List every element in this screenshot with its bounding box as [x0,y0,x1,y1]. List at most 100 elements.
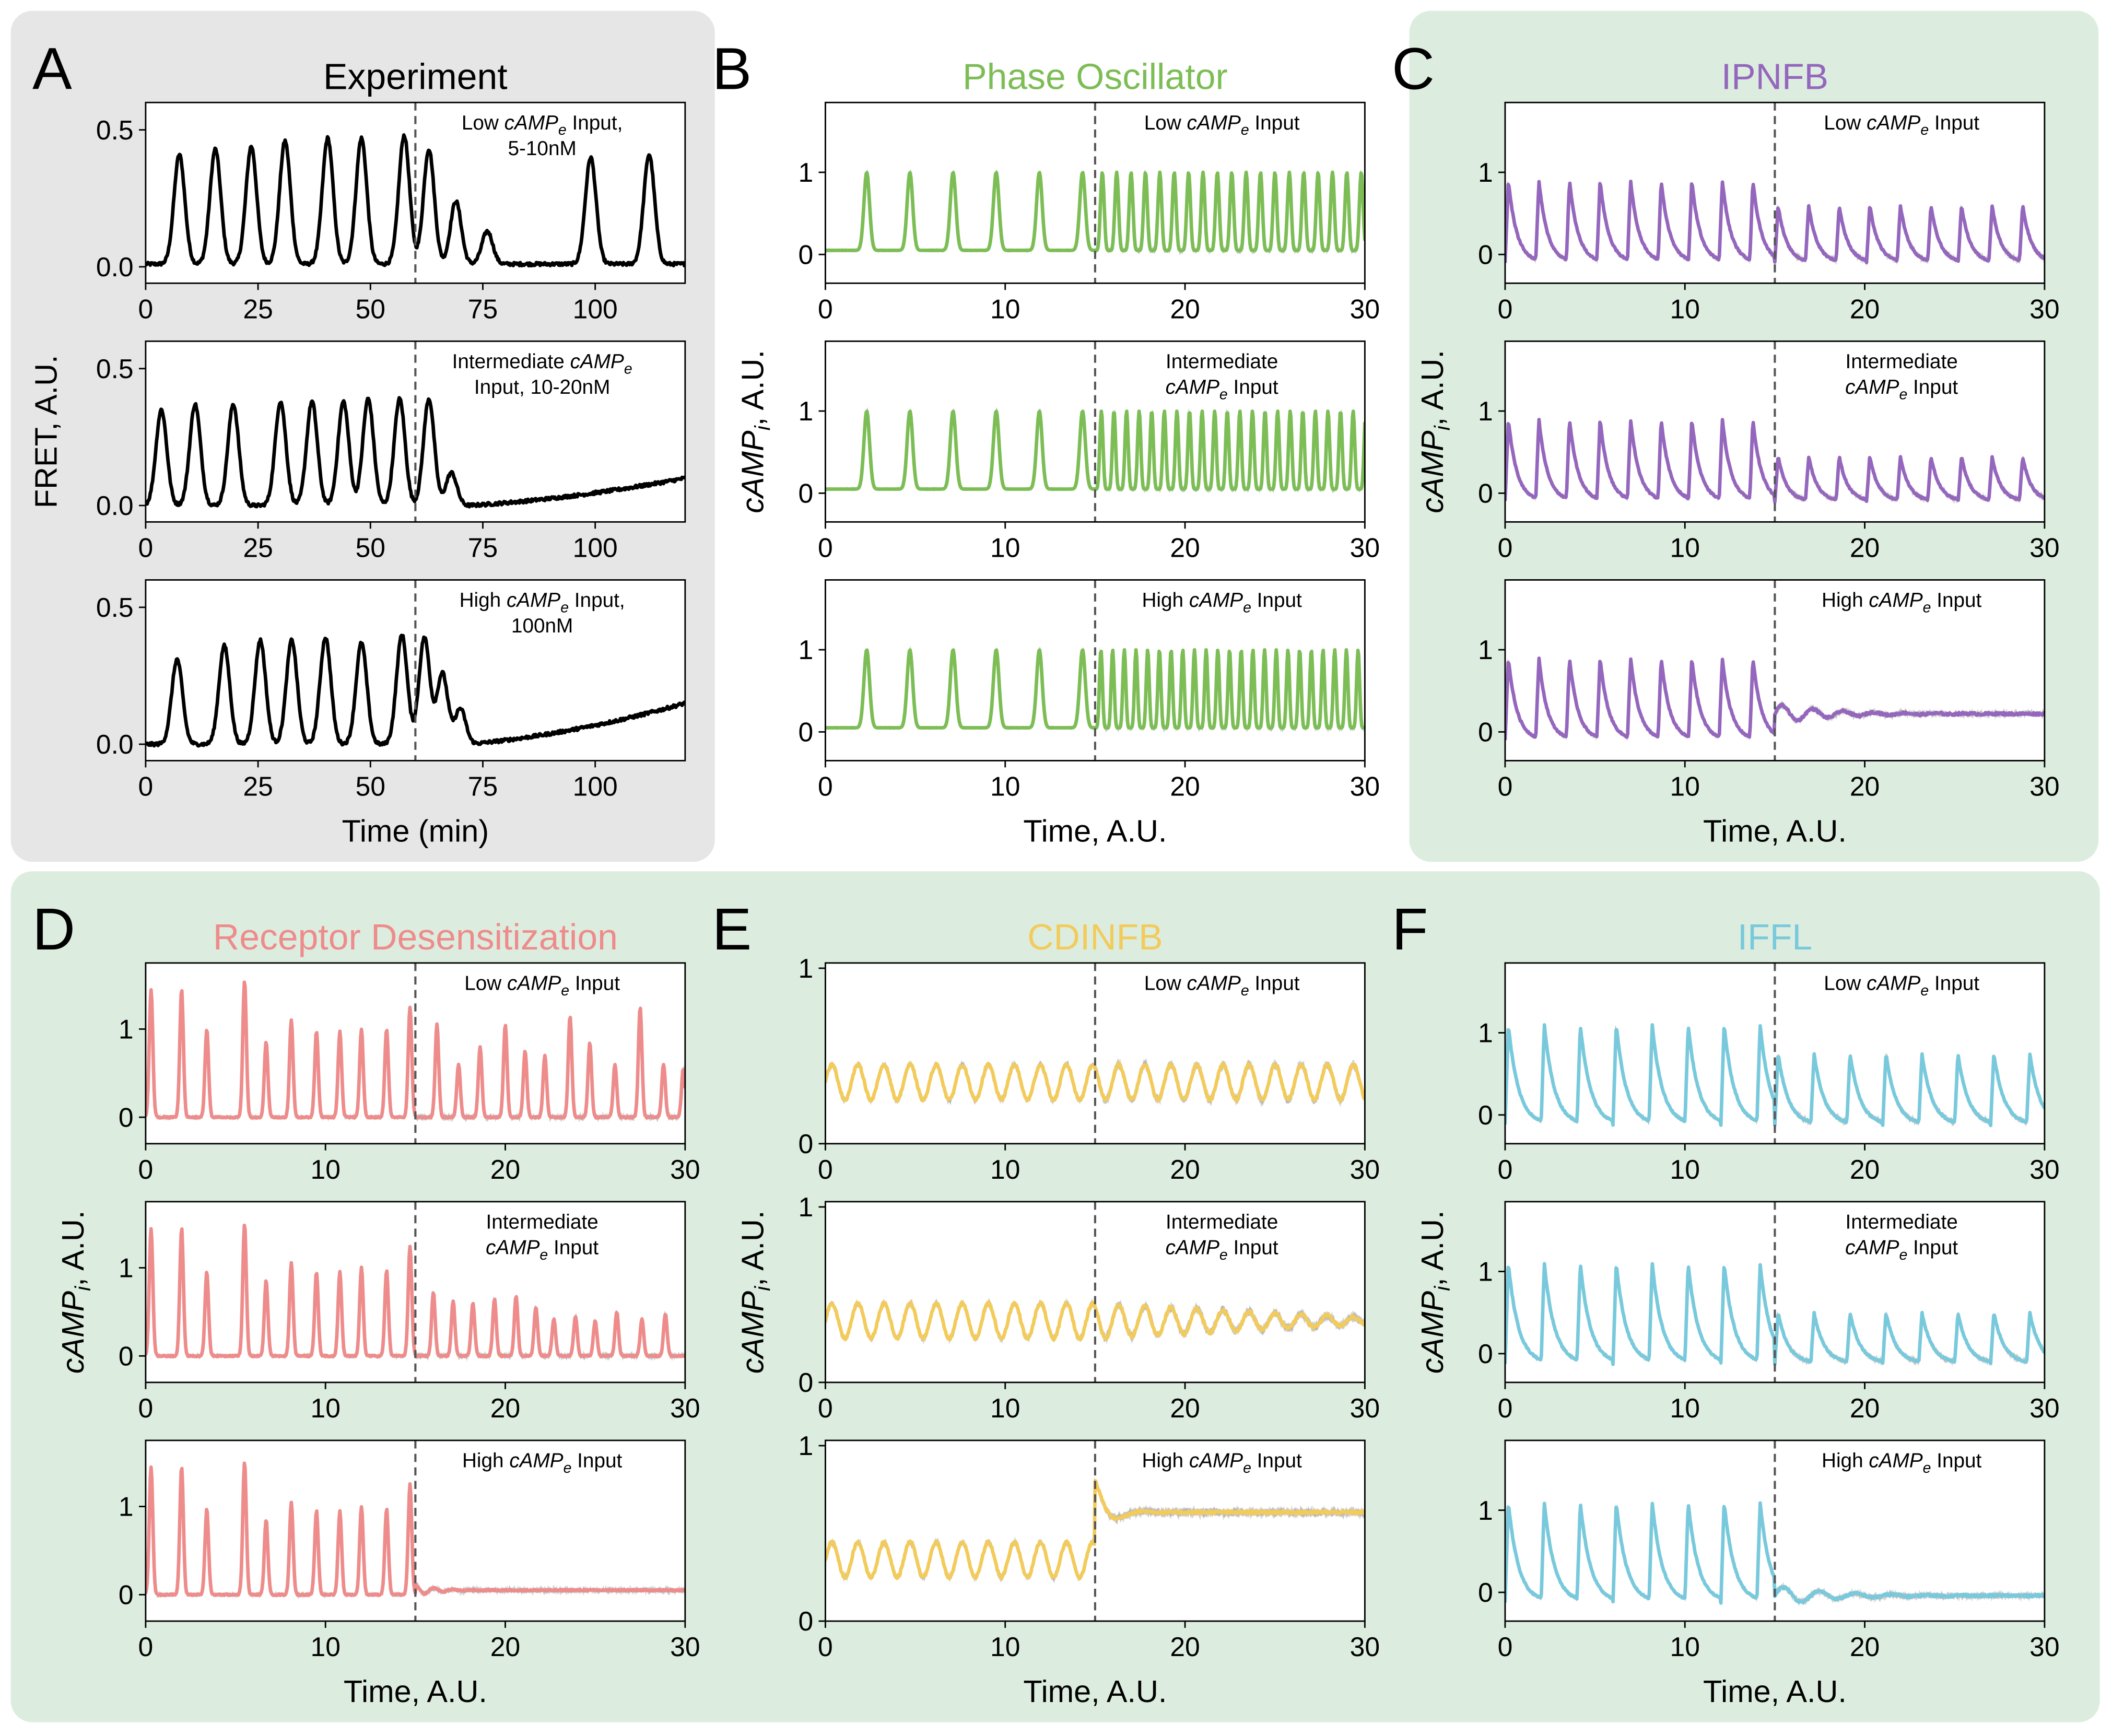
input-label: Intermediate [1166,1211,1278,1234]
x-tick-label: 20 [1850,1393,1880,1423]
x-tick-label: 20 [1170,533,1200,563]
x-tick-label: 50 [356,771,385,802]
x-tick-label: 10 [1670,533,1700,563]
y-tick-label: 1 [1478,396,1493,426]
y-tick-label: 1 [798,953,813,983]
x-tick-label: 25 [243,294,273,324]
x-tick-label: 20 [1170,294,1200,324]
panel-letter: A [32,36,72,102]
panel-a: A Experiment 0 25 50 75 100 0.0 0.5 Low cAMPe Inp… [28,36,686,848]
y-tick-label: 1 [798,1192,813,1222]
x-tick-label: 30 [2029,294,2059,324]
x-tick-label: 20 [490,1632,520,1662]
y-tick-label: 0 [798,1129,813,1159]
x-tick-label: 10 [1670,1393,1700,1423]
y-tick-label: 0 [1478,239,1493,269]
input-label: Input, 10-20nM [474,376,610,398]
subplot: 0 25 50 75 100 0.0 0.5 High cAMPe Input,100nM [96,579,686,802]
x-tick-label: 20 [1850,294,1880,324]
axes-frame [1504,1201,2046,1383]
y-tick-label: 1 [1478,157,1493,187]
axes-frame [824,962,1366,1145]
y-tick-label: 0 [798,478,813,508]
axes-frame [145,340,686,523]
y-tick-label: 1 [119,1014,134,1044]
axes-frame [145,962,686,1145]
x-tick-label: 0 [818,294,833,324]
panel-letter: E [712,896,752,963]
input-label: Low cAMPe Input [1824,112,1979,138]
panel-title: IPNFB [1721,56,1828,97]
x-tick-label: 0 [818,533,833,563]
x-tick-label: 100 [573,294,618,324]
x-tick-label: 10 [310,1154,340,1184]
x-axis-label: Time, A.U. [1703,1674,1847,1709]
x-tick-label: 20 [1170,1632,1200,1662]
x-tick-label: 0 [818,1632,833,1662]
subplot: 0 10 20 30 0 1 Intermediate cAMPe Input [798,340,1380,563]
x-tick-label: 20 [1850,771,1880,802]
axes-frame [145,1201,686,1383]
x-tick-label: 30 [2029,1154,2059,1184]
x-tick-label: 30 [1350,533,1380,563]
panel-title: Experiment [323,56,508,97]
input-label: Low cAMPe Input [1144,972,1300,999]
y-tick-label: 1 [798,635,813,665]
x-tick-label: 100 [573,533,618,563]
subplot: 0 10 20 30 0 1 Low cAMPe Input [119,962,700,1184]
subplot: 0 10 20 30 0 1 High cAMPe Input [798,1430,1380,1662]
x-tick-label: 50 [356,533,385,563]
x-tick-label: 10 [310,1632,340,1662]
mean-trace [1505,417,2045,504]
input-label: Intermediate [1846,1211,1958,1234]
x-tick-label: 20 [1850,1154,1880,1184]
x-tick-label: 10 [1670,1154,1700,1184]
x-tick-label: 10 [990,771,1020,802]
mean-trace [825,648,1365,730]
y-tick-label: 1 [798,1430,813,1461]
subplot: 0 10 20 30 0 1 Low cAMPe Input [1478,101,2060,324]
x-tick-label: 10 [990,533,1020,563]
subplot: 0 10 20 30 0 1 Intermediate cAMPe Input [1478,340,2060,563]
x-tick-label: 0 [138,771,154,802]
x-tick-label: 30 [1350,771,1380,802]
mean-trace [825,170,1365,252]
input-label: Intermediate [1166,350,1278,373]
x-tick-label: 75 [468,771,498,802]
subplot: 0 10 20 30 0 1 Low cAMPe Input [1478,962,2060,1184]
input-label: High cAMPe Input [1142,589,1302,616]
subplot: 0 25 50 75 100 0.0 0.5 Low cAMPe Input,5-10nM [96,101,686,324]
axes-frame [1504,962,2046,1145]
input-label: Low cAMPe Input, [462,112,623,138]
x-tick-label: 10 [990,1632,1020,1662]
x-tick-label: 0 [1498,294,1513,324]
input-label: cAMPe Input [1166,376,1278,403]
axes-frame [1504,1439,2046,1622]
subplot: 0 10 20 30 0 1 Low cAMPe Input [798,953,1380,1184]
panel-title: CDINFB [1027,917,1163,957]
y-tick-label: 0.0 [96,252,134,282]
axes-frame [824,1439,1366,1622]
x-tick-label: 100 [573,771,618,802]
y-tick-label: 1 [1478,1018,1493,1048]
y-tick-label: 0 [1478,1577,1493,1608]
y-tick-label: 0 [119,1102,134,1132]
x-axis-label: Time, A.U. [344,1674,487,1709]
axes-frame [824,101,1366,284]
input-label: High cAMPe Input [1822,589,1982,616]
mean-trace [1505,179,2045,264]
y-tick-label: 0.0 [96,729,134,759]
input-label: 100nM [511,615,573,637]
y-tick-label: 0.5 [96,115,134,145]
mean-trace [145,396,685,509]
panel-letter: F [1392,896,1428,963]
y-tick-label: 1 [1478,635,1493,665]
panel-letter: C [1392,36,1435,102]
axes-frame [1504,340,2046,523]
y-tick-label: 0 [798,1606,813,1636]
x-tick-label: 0 [1498,1632,1513,1662]
